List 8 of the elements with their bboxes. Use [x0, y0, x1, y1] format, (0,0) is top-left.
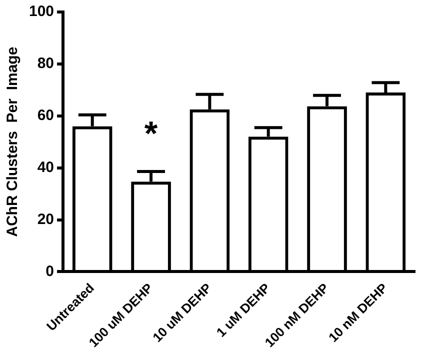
- y-tick-label: 100: [28, 3, 54, 20]
- y-axis-title: AChR Clusters Per Image: [4, 46, 22, 237]
- y-tick-label: 0: [46, 262, 54, 280]
- y-tick-label: 40: [37, 158, 54, 176]
- y-tick-label: 60: [37, 107, 54, 124]
- y-tick-label: 80: [37, 55, 54, 72]
- y-tick-label: 20: [37, 210, 54, 228]
- annotation: *: [144, 114, 158, 153]
